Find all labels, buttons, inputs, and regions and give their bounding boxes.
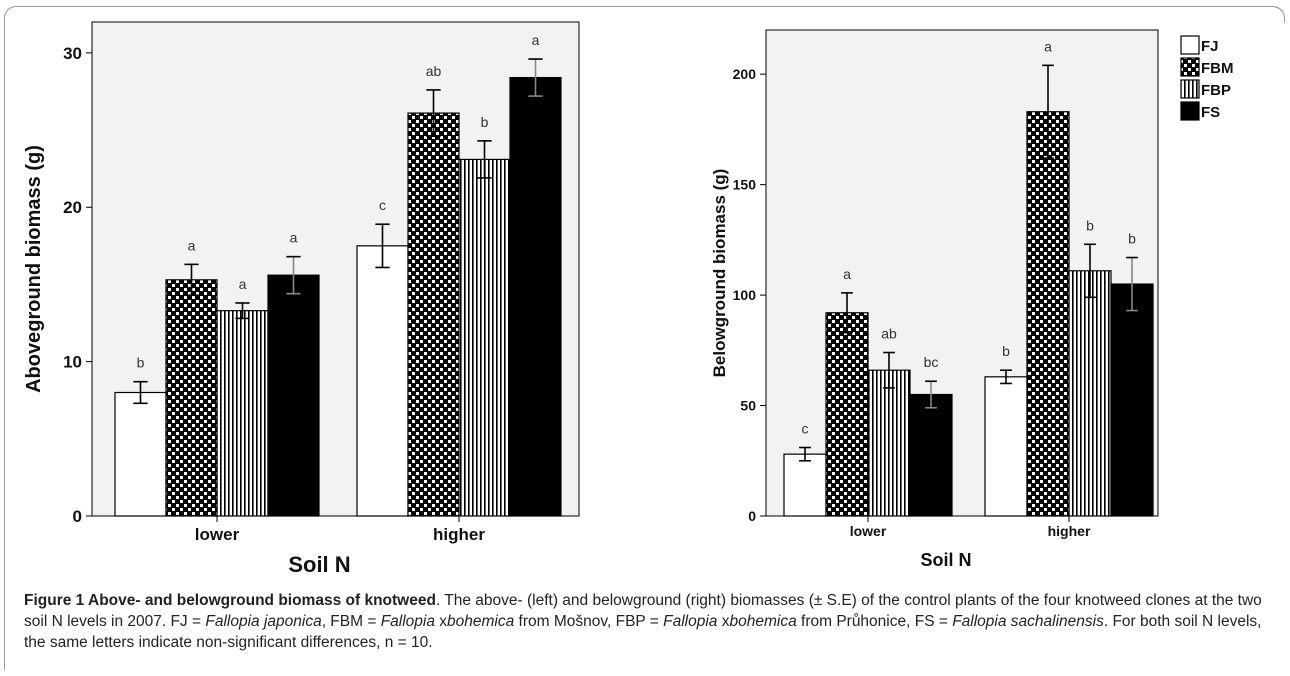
chart-legend: FJ FBM FBP FS	[1180, 35, 1234, 121]
caption-text-5: . For both soil N levels, the same lette…	[24, 613, 1262, 651]
significance-letter: ab	[881, 326, 897, 342]
bar-fs-higher	[509, 76, 562, 517]
bar-fbp-higher	[1068, 270, 1112, 517]
y-tick-label: 100	[733, 287, 757, 303]
significance-letter: a	[532, 32, 540, 48]
y-tick-label: 20	[63, 198, 82, 217]
figure-caption: Figure 1 Above- and belowground biomass …	[24, 590, 1272, 653]
y-axis-label: Aboveground biomass (g)	[23, 145, 45, 393]
aboveground-biomass-chart: 0 10 20 30 Aboveground biomass (g) lower b a a a h…	[23, 21, 580, 577]
caption-text-2: , FBM =	[321, 613, 381, 630]
y-tick-label: 0	[73, 507, 82, 526]
caption-title: Figure 1 Above- and belowground biomass …	[24, 592, 436, 609]
figure-frame	[4, 6, 1285, 670]
bar-fs-lower	[909, 393, 953, 517]
legend-label-fs: FS	[1201, 104, 1220, 121]
y-axis-label: Belowground biomass (g)	[710, 169, 729, 378]
bar-fbp-lower	[867, 369, 911, 517]
significance-letter: c	[379, 197, 386, 213]
legend-label-fbm: FBM	[1201, 60, 1234, 77]
caption-species-fbp: bohemica	[729, 613, 797, 630]
caption-title-end: .	[435, 592, 441, 609]
bar-fs-lower	[267, 274, 320, 517]
y-tick-label: 30	[63, 44, 82, 63]
caption-text-4: from Průhonice, FS =	[796, 613, 953, 630]
y-tick-label: 10	[63, 353, 82, 372]
significance-letter: c	[802, 421, 809, 437]
legend-swatch-fbm	[1180, 57, 1200, 77]
caption-species-fbm: bohemica	[447, 613, 515, 630]
bar-fbm-lower	[165, 279, 218, 517]
bar-fj-lower	[783, 453, 827, 517]
significance-letter: a	[188, 237, 196, 253]
bar-fbp-lower	[216, 310, 269, 517]
y-tick-label: 0	[748, 508, 756, 524]
significance-letter: b	[1086, 217, 1094, 233]
bar-fj-higher	[984, 376, 1028, 517]
bar-fbp-higher	[458, 158, 511, 517]
significance-letter: ab	[426, 63, 442, 79]
significance-letter: a	[239, 276, 247, 292]
caption-species-fs: Fallopia sachalinensis	[952, 613, 1104, 630]
caption-genus-fbp: Fallopia	[663, 613, 718, 630]
x-axis-label: Soil N	[920, 550, 971, 570]
bar-fj-higher	[356, 245, 409, 517]
bar-fbm-higher	[1026, 111, 1070, 517]
x-tick-label: lower	[195, 525, 240, 544]
legend-swatch-fj	[1180, 35, 1200, 55]
legend-swatch-fbp	[1180, 79, 1200, 99]
x-tick-label: lower	[850, 523, 887, 539]
significance-letter: b	[481, 114, 489, 130]
bar-fs-higher	[1110, 283, 1154, 517]
caption-x-fbp: x	[717, 613, 730, 630]
significance-letter: a	[843, 266, 851, 282]
bar-fj-lower	[114, 391, 167, 517]
legend-label-fj: FJ	[1201, 38, 1219, 55]
caption-x-fbm: x	[434, 613, 448, 630]
belowground-biomass-chart: 0 50 100 150 200 Belowground biomass (g) lower…	[710, 29, 1159, 570]
caption-genus-fbm: Fallopia	[380, 613, 435, 630]
caption-text-3: from Mošnov, FBP =	[514, 613, 664, 630]
caption-species-fj: Fallopia japonica	[205, 613, 322, 630]
y-tick-label: 50	[740, 397, 756, 413]
caption-text-1: The above- (left) and belowground (right…	[24, 592, 1262, 630]
x-axis-label: Soil N	[288, 552, 350, 577]
significance-letter: bc	[924, 354, 939, 370]
significance-letter: b	[137, 355, 145, 371]
significance-letter: a	[290, 230, 298, 246]
y-tick-label: 200	[733, 66, 757, 82]
bar-fbm-higher	[407, 112, 460, 517]
bar-fbm-lower	[825, 312, 869, 517]
figure-charts: 0 10 20 30 Aboveground biomass (g) lower b a a a h…	[23, 21, 1234, 577]
significance-letter: b	[1128, 231, 1136, 247]
x-tick-label: higher	[1048, 523, 1091, 539]
significance-letter: a	[1044, 38, 1052, 54]
y-tick-label: 150	[733, 177, 757, 193]
legend-swatch-fs	[1180, 101, 1200, 121]
x-tick-label: higher	[433, 525, 485, 544]
significance-letter: b	[1002, 343, 1010, 359]
legend-label-fbp: FBP	[1201, 82, 1231, 99]
